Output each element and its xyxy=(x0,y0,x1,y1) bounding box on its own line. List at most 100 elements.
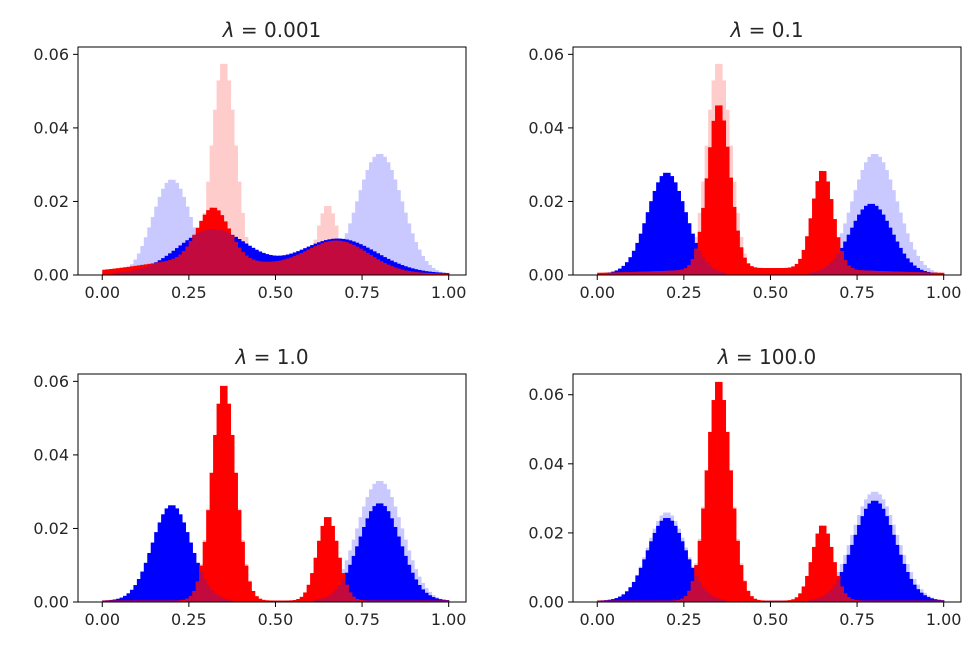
bar-red xyxy=(673,600,678,602)
bar-red xyxy=(251,591,256,602)
bar-red xyxy=(749,596,754,602)
bar-red xyxy=(230,434,235,602)
bar-red xyxy=(275,600,280,602)
bar-blue xyxy=(884,220,889,275)
bar-overlap xyxy=(237,247,242,275)
bar-target-blue xyxy=(902,223,907,275)
bar-overlap xyxy=(313,246,318,275)
bar-red xyxy=(919,600,924,602)
bar-blue xyxy=(860,516,865,602)
y-tick-label: 0.04 xyxy=(528,118,564,137)
bar-red xyxy=(268,600,273,602)
bar-red xyxy=(604,600,609,602)
bar-red xyxy=(735,540,740,602)
bar-overlap xyxy=(420,272,426,275)
bar-target-red xyxy=(233,145,238,275)
bar-blue xyxy=(850,544,855,602)
bar-red xyxy=(832,219,837,275)
bar-red xyxy=(317,540,322,602)
bar-overlap xyxy=(258,261,263,275)
bar-overlap xyxy=(327,241,332,275)
bar-blue xyxy=(864,508,869,602)
bar-overlap xyxy=(341,241,346,275)
bar-blue xyxy=(614,598,619,602)
bar-target-blue xyxy=(168,179,173,275)
title-value: = 100.0 xyxy=(730,345,817,369)
bar-overlap xyxy=(136,269,141,275)
bar-overlap xyxy=(320,243,325,275)
bar-overlap xyxy=(362,250,367,275)
y-tick-label: 0.00 xyxy=(33,593,69,612)
x-tick-label: 1.00 xyxy=(431,610,467,629)
bar-overlap xyxy=(715,270,720,275)
bar-overlap xyxy=(379,261,384,275)
bar-overlap xyxy=(614,272,619,275)
bar-red xyxy=(445,273,450,275)
bar-red xyxy=(438,273,443,275)
bar-red xyxy=(403,600,408,602)
bar-overlap xyxy=(226,599,232,602)
bar-blue xyxy=(133,585,138,602)
bar-red xyxy=(933,272,938,275)
bar-red xyxy=(369,600,374,602)
bar-overlap xyxy=(351,596,356,602)
bar-blue xyxy=(375,503,380,602)
x-tick-label: 0.00 xyxy=(84,610,120,629)
bar-blue xyxy=(649,201,654,275)
bar-red xyxy=(438,600,443,602)
x-tick-label: 1.00 xyxy=(926,283,962,302)
bar-red xyxy=(735,230,740,275)
bar-red xyxy=(746,263,751,275)
bar-overlap xyxy=(330,240,335,275)
bar-overlap xyxy=(112,272,117,275)
bar-blue xyxy=(178,514,183,602)
bar-red xyxy=(933,600,938,602)
bar-blue xyxy=(393,526,398,602)
bar-red xyxy=(732,508,737,602)
bar-blue xyxy=(389,518,394,602)
bar-red xyxy=(233,472,238,602)
bar-red xyxy=(884,600,889,602)
bar-blue xyxy=(915,267,921,275)
bar-blue xyxy=(850,227,855,275)
bar-overlap xyxy=(181,251,186,275)
bar-red xyxy=(787,600,792,602)
bar-blue xyxy=(919,592,924,602)
bar-blue xyxy=(147,552,152,602)
bar-red xyxy=(649,600,654,602)
bar-blue xyxy=(846,554,851,602)
bar-overlap xyxy=(711,268,716,275)
bar-red xyxy=(787,267,792,275)
bar-overlap xyxy=(292,256,297,275)
subplot-4: 0.00 0.25 0.50 0.75 1.00 0.00 0.02 0.04 0.06 λ = … xyxy=(528,345,962,629)
bar-target-red xyxy=(237,181,242,275)
bar-red xyxy=(902,600,907,602)
bar-blue xyxy=(129,589,135,602)
bar-red xyxy=(891,600,896,602)
bar-red xyxy=(794,597,799,602)
y-tick-label: 0.06 xyxy=(33,372,69,391)
bar-blue xyxy=(909,262,914,275)
bar-overlap xyxy=(414,272,419,275)
bar-red xyxy=(929,600,934,602)
bar-blue xyxy=(867,503,872,602)
bar-blue xyxy=(666,518,671,602)
bar-target-blue xyxy=(396,190,401,275)
bar-overlap xyxy=(188,596,193,602)
bar-overlap xyxy=(369,255,374,275)
bar-red xyxy=(645,600,650,602)
panel-title: λ = 0.1 xyxy=(729,18,803,42)
bar-overlap xyxy=(310,247,315,275)
bar-blue xyxy=(884,516,889,602)
bar-target-red xyxy=(226,80,232,276)
axes-frame xyxy=(572,46,962,276)
bar-red xyxy=(310,573,315,602)
bar-red xyxy=(659,600,664,602)
bar-red xyxy=(337,557,342,602)
bar-red xyxy=(670,600,675,602)
bar-blue xyxy=(358,536,363,602)
bar-red xyxy=(624,600,630,602)
bar-target-blue xyxy=(410,233,415,275)
bar-target-blue xyxy=(369,162,374,275)
bar-overlap xyxy=(721,272,727,275)
